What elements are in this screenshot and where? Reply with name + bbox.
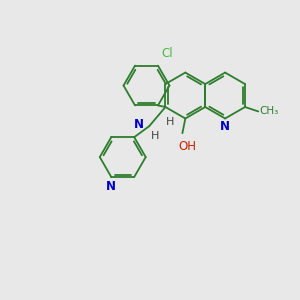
Text: N: N bbox=[220, 120, 230, 133]
Text: H: H bbox=[166, 117, 174, 127]
Text: Cl: Cl bbox=[161, 47, 172, 60]
Text: N: N bbox=[106, 181, 116, 194]
Text: OH: OH bbox=[179, 140, 197, 153]
Text: H: H bbox=[151, 131, 159, 141]
Text: CH₃: CH₃ bbox=[260, 106, 279, 116]
Text: N: N bbox=[134, 118, 144, 131]
